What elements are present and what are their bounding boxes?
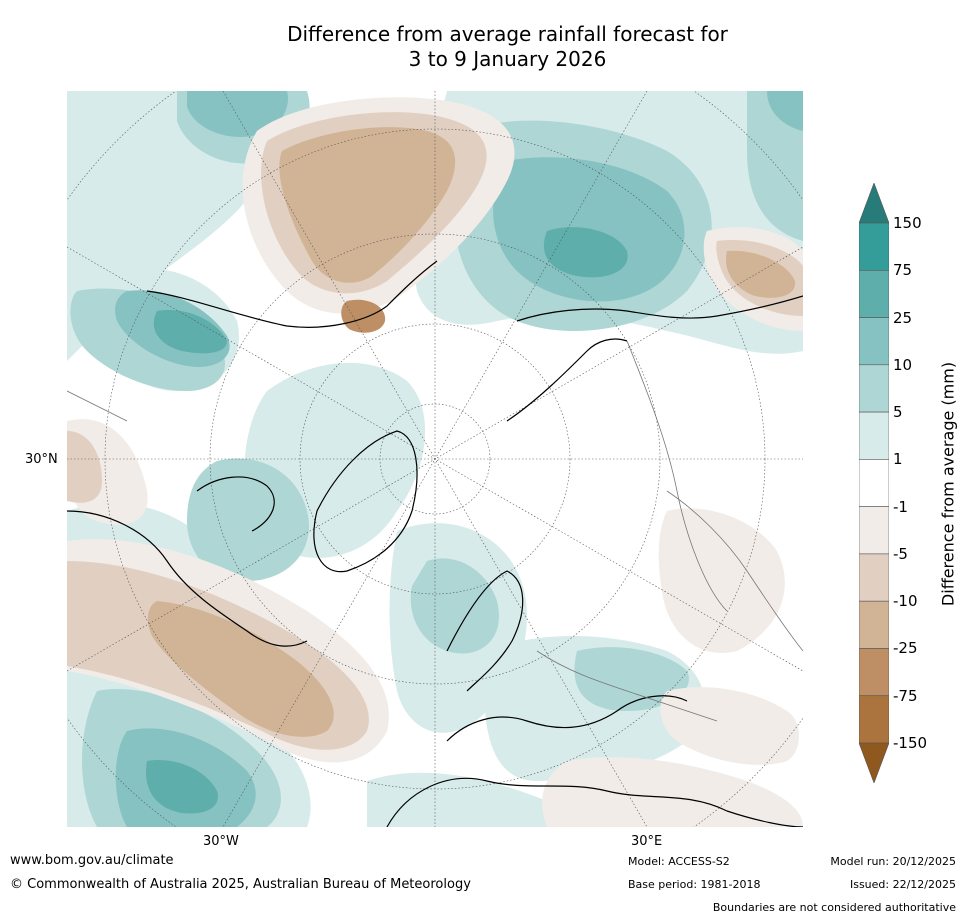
longitude-label-30w: 30°W <box>203 834 239 849</box>
colorbar-segment <box>859 553 889 602</box>
colorbar-segment <box>859 648 889 697</box>
colorbar-segment <box>859 222 889 271</box>
colorbar-tick-label: 1 <box>893 450 903 469</box>
colorbar-tick-label: 75 <box>893 261 913 280</box>
colorbar-tick-label: 25 <box>893 308 913 327</box>
colorbar-extend-top <box>859 183 889 224</box>
colorbar-segment <box>859 269 889 318</box>
title-line-1: Difference from average rainfall forecas… <box>287 22 728 46</box>
colorbar-segment <box>859 317 889 366</box>
anomaly-minus-75-to-minus-25 <box>341 299 386 333</box>
country-boundaries <box>67 340 803 722</box>
colorbar-tick-label: 10 <box>893 355 913 374</box>
footer-website: www.bom.gov.au/climate <box>10 853 174 868</box>
colorbar-segment <box>859 600 889 649</box>
colorbar <box>859 183 889 783</box>
colorbar-tick-label: -10 <box>893 592 918 611</box>
colorbar-tick-label: -1 <box>893 497 908 516</box>
anomaly-25-to-75 <box>146 227 628 814</box>
colorbar-tick-label: -150 <box>893 734 928 752</box>
colorbar-tick-label: -5 <box>893 544 908 563</box>
colorbar-segment <box>859 364 889 413</box>
footer-base-period: Base period: 1981-2018 <box>628 878 761 891</box>
footer-model-run: Model run: 20/12/2025 <box>830 855 956 868</box>
longitude-label-30e: 30°E <box>631 834 663 849</box>
colorbar-label: Difference from average (mm) <box>938 361 958 607</box>
colorbar-segment <box>859 506 889 555</box>
footer-issued: Issued: 22/12/2025 <box>849 878 956 891</box>
rainfall-anomaly-map <box>67 91 803 827</box>
graticule <box>67 91 803 827</box>
colorbar-tick-label: 150 <box>893 214 922 232</box>
latitude-label-30n: 30°N <box>25 452 58 467</box>
colorbar-segment <box>859 411 889 460</box>
colorbar-segment <box>859 695 889 744</box>
colorbar-tick-label: -75 <box>893 686 918 705</box>
map-title: Difference from average rainfall forecas… <box>140 22 875 72</box>
footer-copyright: © Commonwealth of Australia 2025, Austra… <box>10 877 471 892</box>
colorbar-tick-label: -25 <box>893 639 918 658</box>
footer-model: Model: ACCESS-S2 <box>628 855 730 868</box>
colorbar-extend-bottom <box>859 742 889 783</box>
footer-disclaimer: Boundaries are not considered authoritat… <box>712 901 956 914</box>
title-line-2: 3 to 9 January 2026 <box>408 47 607 71</box>
anomaly-minus-25-to-minus-10 <box>147 127 796 737</box>
coastlines <box>67 260 803 827</box>
colorbar-segment <box>859 459 889 507</box>
colorbar-tick-label: 5 <box>893 403 903 422</box>
